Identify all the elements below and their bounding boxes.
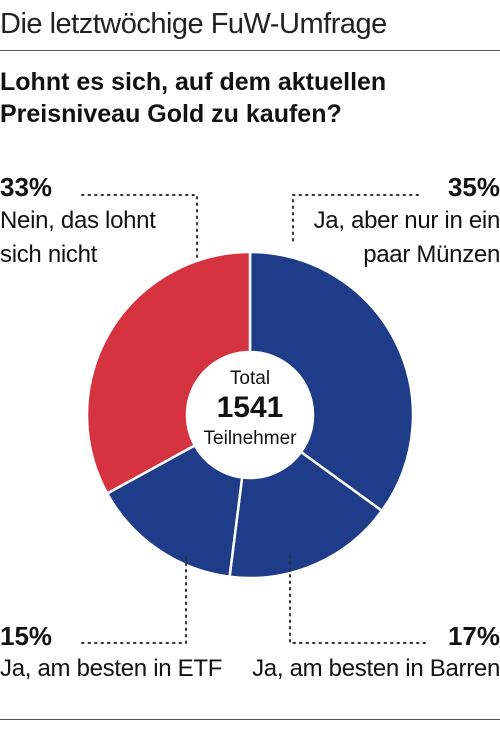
center-total-value: 1541 — [216, 391, 284, 424]
label-etf: Ja, am besten in ETF — [0, 655, 223, 682]
label-muenzen-line-1: Ja, aber nur in ein — [313, 207, 500, 234]
leader-line-top-right — [292, 194, 419, 244]
center-total-label: Total — [229, 368, 271, 389]
pct-label-nein: 33% — [0, 172, 53, 202]
donut-slice-2 — [228, 450, 384, 580]
label-muenzen-line-2: paar Münzen — [363, 241, 500, 268]
question-title: Lohnt es sich, auf dem aktuellen Preisni… — [0, 66, 500, 130]
donut-slice-3 — [105, 443, 244, 579]
leader-line-top-left — [81, 194, 198, 263]
label-barren: Ja, am besten in Barren — [252, 655, 500, 682]
question-line-1: Lohnt es sich, auf dem aktuellen — [0, 68, 387, 96]
donut-slice-4 — [85, 250, 252, 496]
center-unit-label: Teilnehmer — [203, 428, 297, 449]
header-divider — [0, 50, 500, 51]
donut-slices — [85, 250, 415, 580]
leader-line-bottom-right — [289, 555, 426, 644]
pct-label-barren: 17% — [447, 621, 500, 651]
page-header: Die letztwöchige FuW-Umfrage — [0, 8, 387, 40]
label-nein-line-1: Nein, das lohnt — [0, 207, 156, 234]
donut-slice-1 — [248, 250, 415, 513]
footer-divider — [0, 719, 500, 720]
pct-label-etf: 15% — [0, 621, 53, 651]
pct-label-muenzen: 35% — [447, 172, 500, 202]
donut-chart — [81, 194, 426, 644]
leader-line-bottom-left — [81, 551, 187, 644]
question-line-2: Preisniveau Gold zu kaufen? — [0, 100, 342, 128]
label-nein-line-2: sich nicht — [0, 241, 98, 268]
leader-lines — [81, 194, 426, 644]
